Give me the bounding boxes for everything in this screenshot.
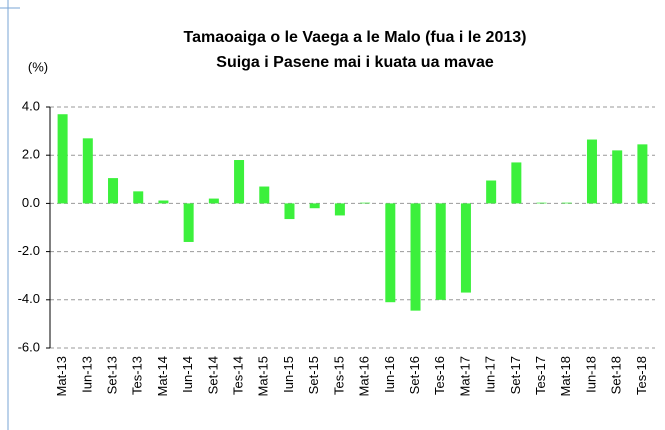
bar	[284, 203, 295, 220]
bar	[435, 203, 446, 300]
bar	[511, 162, 522, 204]
x-tick-label: Mat-17	[457, 356, 472, 396]
x-tick-label: Tes-16	[432, 356, 447, 395]
x-tick-label: Set-16	[407, 356, 422, 394]
chart-title: Tamaoaiga o le Vaega a le Malo (fua i le…	[184, 29, 527, 46]
x-tick-label: Tes-14	[231, 356, 246, 395]
bar	[637, 144, 648, 204]
x-tick-label: Tes-15	[331, 356, 346, 395]
y-tick-label: -4.0	[18, 291, 40, 306]
bar	[158, 200, 169, 204]
y-tick-label: -2.0	[18, 243, 40, 258]
x-tick-label: Tes-13	[130, 356, 145, 395]
bar	[309, 203, 320, 209]
bar	[385, 203, 396, 303]
x-tick-label: Mat-13	[54, 356, 69, 396]
x-tick-label: Iun-17	[483, 356, 498, 393]
bar	[108, 178, 119, 204]
bar	[259, 186, 270, 204]
bar	[536, 202, 547, 204]
x-tick-label: Mat-16	[357, 356, 372, 396]
x-tick-label: Iun-16	[382, 356, 397, 393]
y-tick-label: 2.0	[22, 147, 40, 162]
x-tick-label: Set-17	[508, 356, 523, 394]
bar	[133, 191, 144, 204]
x-tick-label: Tes-18	[634, 356, 649, 395]
x-tick-label: Set-14	[205, 356, 220, 394]
x-tick-label: Set-13	[104, 356, 119, 394]
y-tick-label: 4.0	[22, 98, 40, 113]
bar	[234, 160, 245, 204]
x-tick-label: Set-15	[306, 356, 321, 394]
x-tick-label: Iun-14	[180, 356, 195, 393]
chart-subtitle: Suiga i Pasene mai i kuata ua mavae	[216, 54, 494, 71]
bar	[460, 203, 471, 293]
bar	[334, 203, 345, 216]
x-tick-label: Iun-15	[281, 356, 296, 393]
bar	[183, 203, 194, 242]
x-tick-label: Set-18	[609, 356, 624, 394]
x-tick-label: Tes-17	[533, 356, 548, 395]
bar	[612, 150, 623, 204]
bar	[486, 180, 497, 204]
bar	[82, 138, 93, 204]
bar	[360, 202, 371, 204]
x-tick-label: Iun-18	[583, 356, 598, 393]
bar	[208, 198, 219, 204]
x-tick-label: Iun-13	[79, 356, 94, 393]
bar	[57, 114, 68, 204]
x-tick-label: Mat-18	[558, 356, 573, 396]
x-tick-label: Mat-14	[155, 356, 170, 396]
y-tick-label: 0.0	[22, 195, 40, 210]
bar	[561, 202, 572, 204]
y-axis-label: (%)	[28, 59, 48, 74]
x-tick-label: Mat-15	[256, 356, 271, 396]
y-tick-label: -6.0	[18, 339, 40, 354]
bar	[410, 203, 421, 311]
bar	[586, 139, 597, 204]
